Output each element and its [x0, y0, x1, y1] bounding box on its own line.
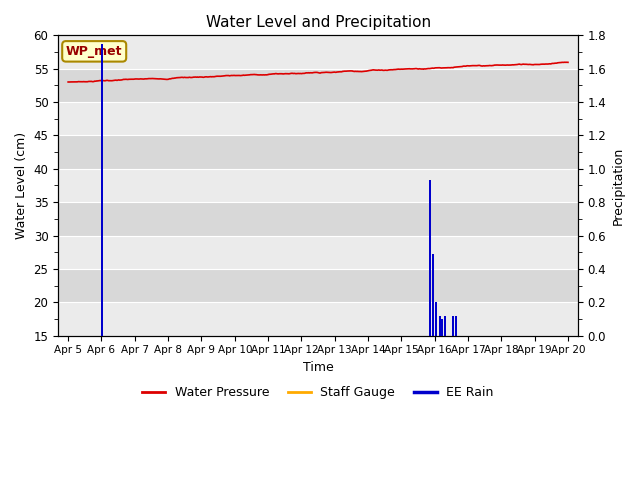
Bar: [58, 202, 578, 236]
Bar: [444, 316, 446, 336]
Bar: [58, 135, 578, 169]
Bar: [429, 180, 431, 336]
Title: Water Level and Precipitation: Water Level and Precipitation: [205, 15, 431, 30]
Bar: [452, 316, 454, 336]
Legend: Water Pressure, Staff Gauge, EE Rain: Water Pressure, Staff Gauge, EE Rain: [137, 382, 499, 405]
Bar: [441, 319, 443, 336]
Bar: [438, 316, 441, 336]
Text: WP_met: WP_met: [66, 45, 122, 58]
Bar: [435, 302, 437, 336]
Bar: [58, 269, 578, 302]
Bar: [432, 254, 434, 336]
Y-axis label: Precipitation: Precipitation: [612, 146, 625, 225]
Bar: [58, 236, 578, 269]
Bar: [58, 36, 578, 69]
Bar: [58, 302, 578, 336]
Bar: [58, 169, 578, 202]
Y-axis label: Water Level (cm): Water Level (cm): [15, 132, 28, 239]
Bar: [58, 69, 578, 102]
Bar: [455, 316, 458, 336]
X-axis label: Time: Time: [303, 361, 333, 374]
Bar: [101, 44, 103, 336]
Bar: [58, 102, 578, 135]
